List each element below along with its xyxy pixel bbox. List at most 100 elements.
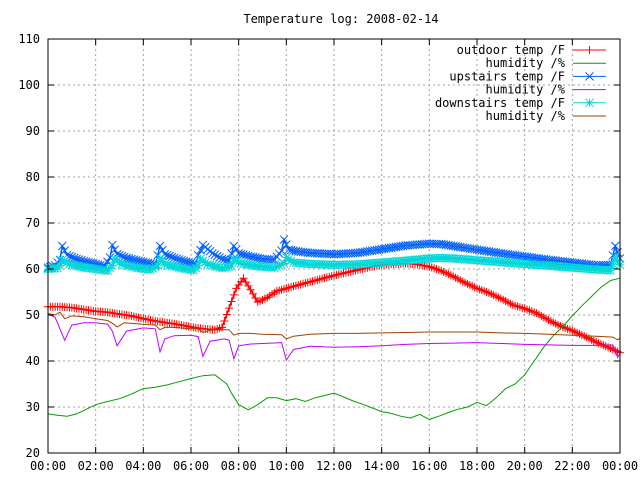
data-point	[270, 263, 279, 272]
x-tick-label: 00:00	[30, 459, 66, 473]
data-point	[169, 253, 179, 263]
data-point	[146, 265, 155, 275]
data-point	[215, 263, 224, 272]
data-point	[229, 254, 239, 264]
data-point	[277, 260, 286, 269]
data-point	[241, 250, 251, 260]
data-point	[606, 266, 615, 275]
data-point	[69, 253, 79, 263]
y-tick-label: 100	[18, 78, 40, 92]
data-point	[150, 262, 160, 272]
data-point	[274, 261, 284, 270]
legend-label: humidity /%	[486, 83, 566, 97]
data-point	[267, 255, 277, 264]
data-point	[205, 260, 215, 270]
x-tick-label: 02:00	[78, 459, 114, 473]
data-point	[610, 253, 620, 262]
data-point	[279, 235, 289, 244]
series-4	[47, 313, 621, 362]
legend-label: downstairs temp /F	[435, 96, 565, 110]
series-line	[47, 313, 621, 362]
y-tick-label: 40	[26, 354, 40, 368]
y-tick-label: 20	[26, 446, 40, 460]
data-point	[148, 264, 158, 273]
series-layer	[43, 235, 625, 420]
data-point	[229, 241, 239, 251]
legend-marker	[585, 72, 594, 81]
y-tick-label: 80	[26, 170, 40, 184]
legend-marker	[585, 98, 594, 108]
data-point	[177, 255, 186, 265]
data-point	[613, 256, 622, 266]
data-point	[227, 261, 236, 271]
data-point	[610, 241, 620, 251]
data-point	[220, 316, 229, 325]
data-point	[215, 253, 224, 262]
data-point	[246, 285, 255, 294]
data-point	[119, 260, 129, 270]
data-point	[179, 256, 189, 266]
data-point	[160, 260, 170, 269]
x-tick-label: 20:00	[507, 459, 543, 473]
data-point	[167, 252, 177, 262]
data-point	[231, 256, 241, 265]
legend-label: humidity /%	[486, 109, 566, 123]
x-tick-label: 16:00	[411, 459, 447, 473]
data-point	[208, 261, 217, 270]
data-point	[69, 261, 79, 270]
data-point	[119, 252, 129, 262]
x-tick-label: 08:00	[221, 459, 257, 473]
y-tick-label: 50	[26, 308, 40, 322]
data-point	[210, 250, 220, 260]
data-point	[60, 256, 70, 266]
chart-title: Temperature log: 2008-02-14	[243, 12, 438, 26]
x-tick-label: 22:00	[554, 459, 590, 473]
data-point	[239, 250, 248, 260]
y-tick-label: 30	[26, 400, 40, 414]
data-point	[129, 262, 139, 272]
data-point	[62, 258, 72, 268]
data-point	[208, 249, 217, 258]
legend-label: humidity /%	[486, 56, 566, 70]
legend-label: outdoor temp /F	[457, 43, 565, 57]
series-3	[43, 235, 625, 272]
data-point	[105, 253, 115, 262]
series-5	[43, 253, 625, 276]
data-point	[236, 249, 246, 259]
data-point	[55, 260, 65, 270]
x-tick-label: 04:00	[125, 459, 161, 473]
data-point	[110, 245, 120, 255]
data-point	[169, 262, 179, 271]
data-point	[67, 252, 77, 262]
data-point	[167, 261, 177, 271]
data-point	[153, 260, 162, 270]
data-point	[196, 245, 205, 255]
series-line	[47, 311, 621, 341]
data-point	[172, 254, 182, 264]
data-point	[251, 293, 260, 302]
data-point	[124, 261, 134, 271]
data-point	[279, 259, 289, 268]
data-point	[229, 290, 238, 299]
data-point	[72, 261, 81, 271]
data-point	[210, 261, 220, 271]
x-tick-label: 18:00	[459, 459, 495, 473]
data-point	[281, 240, 291, 249]
data-point	[165, 251, 174, 261]
series-2	[47, 277, 621, 420]
data-point	[155, 241, 165, 251]
y-tick-label: 90	[26, 124, 40, 138]
data-point	[172, 262, 182, 272]
data-point	[117, 260, 127, 269]
x-tick-label: 12:00	[316, 459, 352, 473]
data-point	[212, 262, 222, 272]
data-point	[107, 240, 117, 250]
data-point	[122, 261, 132, 270]
data-point	[225, 304, 234, 313]
data-point	[608, 259, 618, 269]
data-point	[165, 261, 174, 270]
series-line	[47, 277, 621, 420]
axis-ticks: 00:00 02:00 04:00 06:00 08:00 10:00 12:00 14:00…	[18, 32, 638, 473]
x-tick-label: 06:00	[173, 459, 209, 473]
